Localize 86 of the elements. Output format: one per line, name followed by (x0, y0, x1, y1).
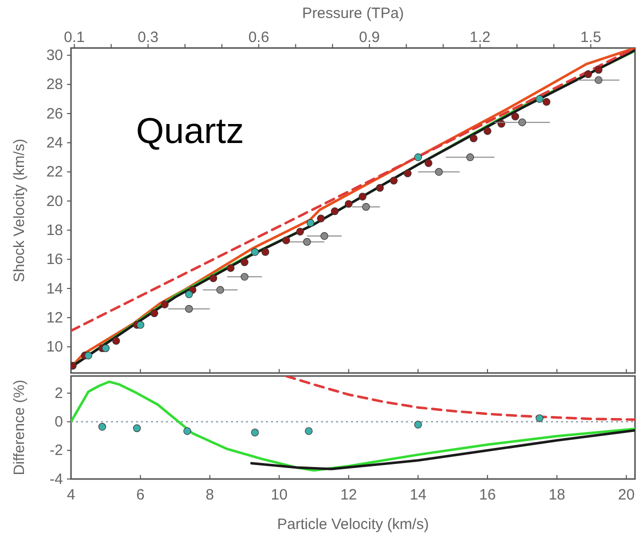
x2-axis-title: Pressure (TPa) (302, 5, 404, 22)
y-tick-label: -2 (50, 442, 63, 460)
point (240, 272, 248, 281)
y-tick-label: 24 (46, 134, 63, 152)
x2-tick-label: 0.9 (358, 29, 380, 46)
x2-tick-label: 1.2 (470, 29, 491, 46)
point (185, 290, 193, 298)
point (584, 70, 592, 78)
point (296, 228, 304, 236)
x2-tick-label: 0.6 (248, 29, 270, 46)
point (594, 76, 602, 84)
point (282, 236, 290, 244)
x-tick-label: 12 (340, 486, 358, 504)
point (150, 309, 158, 318)
point (390, 176, 398, 184)
point (542, 98, 550, 106)
point (216, 286, 224, 294)
point (226, 264, 235, 272)
point (466, 153, 474, 162)
y-axis-title: Difference (%) (11, 380, 28, 476)
point (306, 219, 314, 227)
point (317, 214, 325, 222)
y-tick-label: 10 (46, 338, 63, 356)
y-tick-label: 18 (46, 222, 63, 239)
y-tick-label: 30 (46, 47, 63, 64)
x-tick-label: 8 (206, 486, 214, 504)
point (98, 422, 106, 431)
point (536, 95, 544, 103)
point (261, 248, 270, 256)
point (344, 200, 353, 208)
point (330, 207, 339, 216)
y-tick-label: 28 (46, 76, 63, 94)
point (304, 427, 313, 435)
point (484, 127, 492, 135)
x-tick-label: 6 (136, 486, 145, 504)
x-tick-label: 18 (548, 486, 566, 504)
line-series (250, 429, 635, 470)
point (320, 232, 328, 240)
point (536, 414, 544, 422)
point (133, 424, 141, 432)
y-tick-label: 12 (46, 309, 63, 326)
y-tick-label: 20 (46, 192, 63, 210)
x2-tick-label: 0.3 (138, 29, 159, 46)
y-tick-label: 14 (46, 280, 63, 298)
point (136, 321, 144, 329)
point (358, 192, 366, 201)
point (594, 66, 602, 74)
y-tick-label: -4 (50, 470, 63, 488)
x2-tick-label: 0.1 (64, 29, 85, 46)
point (404, 169, 412, 178)
x-tick-label: 14 (410, 486, 426, 504)
y-tick-label: 0 (54, 414, 63, 431)
point (185, 305, 193, 313)
point (362, 202, 370, 211)
annotation: Quartz (136, 110, 244, 151)
line-series (71, 380, 635, 472)
point (424, 159, 432, 167)
x-tick-label: 20 (618, 486, 635, 504)
x-axis-title: Particle Velocity (km/s) (277, 516, 429, 533)
point (376, 184, 384, 192)
point (511, 112, 520, 120)
line-series (284, 376, 635, 421)
y-tick-label: 2 (54, 384, 63, 402)
point (240, 258, 248, 266)
x-tick-label: 16 (479, 486, 496, 504)
y-tick-label: 16 (46, 251, 63, 268)
x-tick-label: 10 (270, 486, 288, 504)
point (160, 300, 169, 308)
point (414, 420, 422, 428)
y-axis-title: Shock Velocity (km/s) (11, 138, 28, 282)
x-tick-label: 4 (66, 486, 76, 504)
point (251, 248, 259, 256)
y-tick-label: 22 (46, 164, 63, 181)
point (84, 352, 92, 360)
point (183, 427, 192, 435)
point (112, 337, 120, 345)
point (414, 153, 422, 162)
point (518, 118, 526, 126)
point (209, 274, 218, 282)
x2-tick-label: 1.5 (580, 29, 602, 46)
point (435, 168, 443, 176)
point (102, 344, 110, 352)
point (303, 238, 311, 246)
point (470, 134, 478, 142)
point (251, 428, 259, 436)
y-tick-label: 26 (46, 105, 63, 122)
